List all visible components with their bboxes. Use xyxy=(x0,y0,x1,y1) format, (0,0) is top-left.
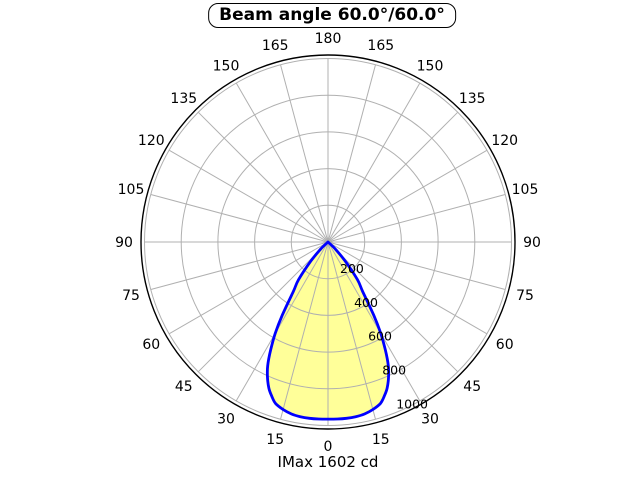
angle-tick-label: 135 xyxy=(170,91,197,107)
angle-tick-label: 75 xyxy=(516,288,534,304)
angle-tick-label: 135 xyxy=(459,91,486,107)
angular-grid-line xyxy=(327,241,421,402)
angle-tick-label: 45 xyxy=(463,379,481,395)
imax-label: IMax 1602 cd xyxy=(277,453,379,471)
angle-tick-label: 105 xyxy=(118,182,145,198)
angle-tick-label: 15 xyxy=(266,432,284,448)
angle-tick-label: 165 xyxy=(367,38,394,54)
angular-grid-line xyxy=(150,194,329,243)
angle-tick-label: 180 xyxy=(315,31,342,47)
angle-tick-label: 150 xyxy=(213,58,240,74)
angle-tick-label: 60 xyxy=(496,337,514,353)
angle-tick-label: 120 xyxy=(491,133,518,149)
angle-tick-label: 45 xyxy=(175,379,193,395)
angular-grid-line xyxy=(327,64,376,243)
radial-tick-label: 800 xyxy=(382,363,406,378)
angular-grid-line xyxy=(168,149,329,243)
angle-tick-label: 120 xyxy=(138,133,165,149)
angular-grid-line xyxy=(280,64,329,243)
radial-tick-label: 1000 xyxy=(396,397,428,412)
radial-tick-label: 200 xyxy=(340,261,364,276)
angular-grid-line xyxy=(327,149,488,243)
angular-grid-line xyxy=(327,241,488,335)
polar-axis-outline xyxy=(140,54,516,430)
angle-tick-label: 0 xyxy=(324,439,333,455)
angular-grid-line xyxy=(327,194,506,243)
angle-tick-label: 105 xyxy=(512,182,539,198)
angular-grid-line xyxy=(150,241,329,290)
angle-tick-label: 30 xyxy=(217,412,235,428)
angle-tick-label: 90 xyxy=(523,235,541,251)
angular-grid-line xyxy=(235,241,329,402)
radial-tick-label: 400 xyxy=(354,295,378,310)
angular-grid-line xyxy=(327,241,459,373)
angular-grid-line xyxy=(327,241,376,420)
angular-grid-line xyxy=(197,241,329,373)
angular-grid-line xyxy=(327,82,421,243)
angle-tick-label: 75 xyxy=(122,288,140,304)
angular-grid-line xyxy=(280,241,329,420)
angular-grid-line xyxy=(327,111,459,243)
angular-grid-line xyxy=(235,82,329,243)
radial-tick-label: 600 xyxy=(368,329,392,344)
angular-grid-line xyxy=(197,111,329,243)
angle-tick-label: 30 xyxy=(421,412,439,428)
angle-tick-label: 150 xyxy=(417,58,444,74)
angle-tick-label: 90 xyxy=(115,235,133,251)
angular-grid-line xyxy=(327,241,506,290)
chart-title: Beam angle 60.0°/60.0° xyxy=(208,3,456,28)
angle-tick-label: 60 xyxy=(142,337,160,353)
angle-tick-label: 15 xyxy=(372,432,390,448)
angular-grid-line xyxy=(168,241,329,335)
intensity-curve xyxy=(265,240,391,421)
angle-tick-label: 165 xyxy=(262,38,289,54)
